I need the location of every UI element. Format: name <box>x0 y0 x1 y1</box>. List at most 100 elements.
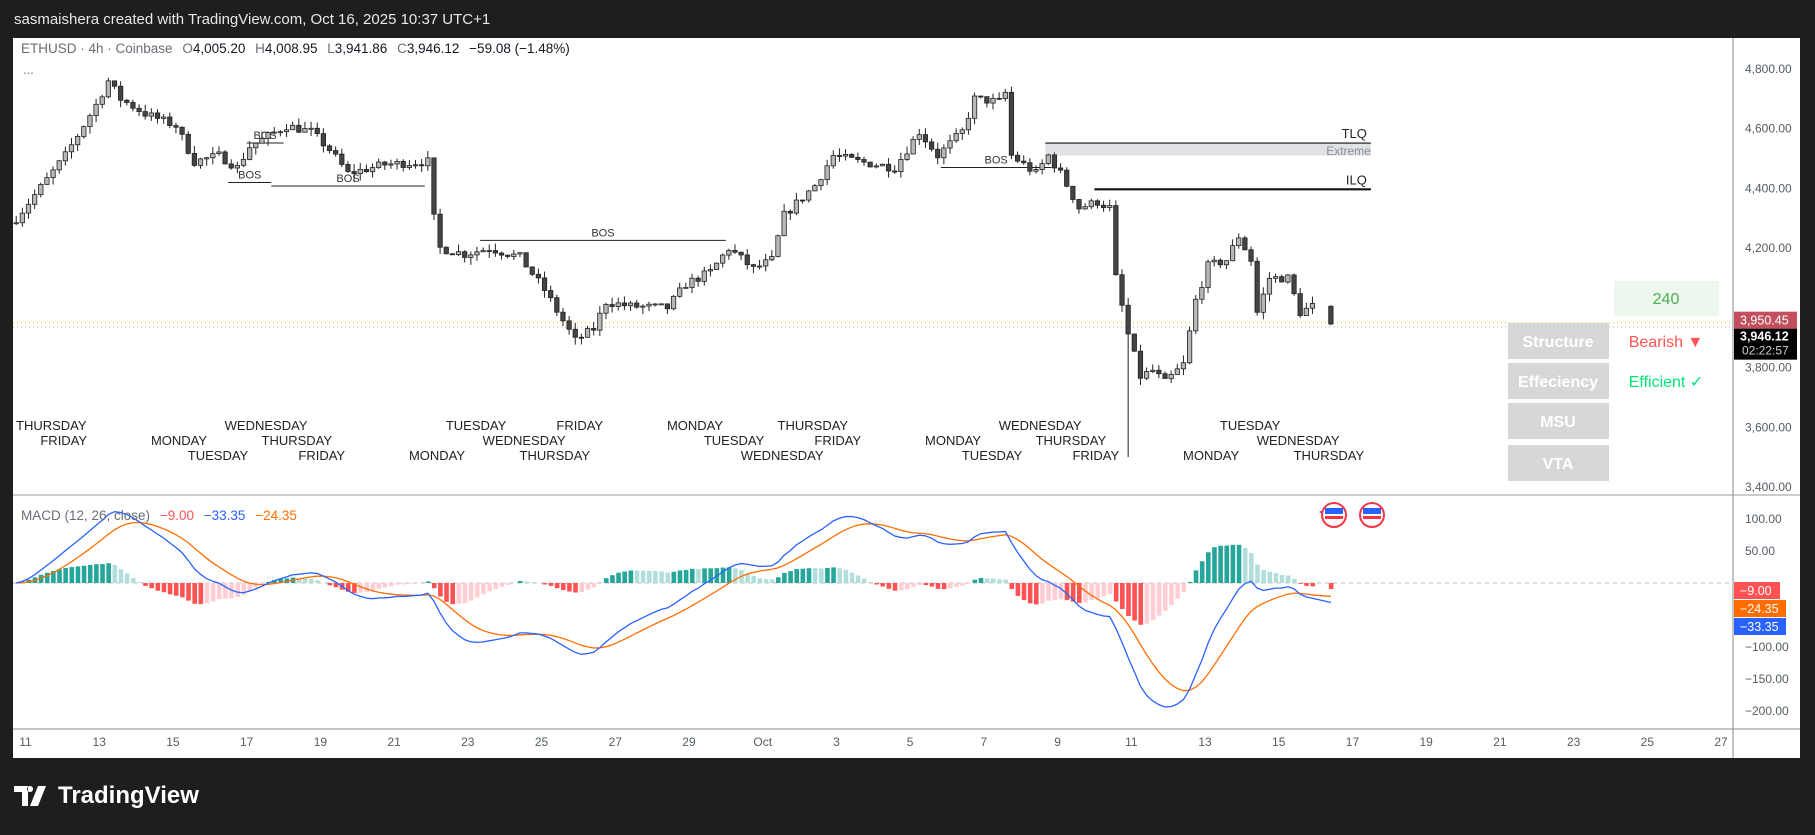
macd-histogram-bar <box>333 583 339 588</box>
candle-body <box>732 249 738 253</box>
candle-body <box>664 303 671 310</box>
timeframe-cell <box>1614 281 1719 316</box>
macd-histogram-bar <box>315 580 320 583</box>
candle-body <box>892 170 898 173</box>
candle-body <box>1057 167 1064 171</box>
candle-body <box>308 127 314 130</box>
candle-body <box>161 116 167 119</box>
weekday-label: MONDAY <box>667 418 723 433</box>
candle-body <box>1162 373 1168 379</box>
weekday-label: FRIDAY <box>298 448 345 463</box>
macd-histogram-bar <box>69 567 75 583</box>
macd-line-tag <box>1734 618 1786 635</box>
weekday-label: WEDNESDAY <box>225 418 308 433</box>
candle-body <box>1070 185 1076 200</box>
macd-histogram-bar <box>118 569 124 583</box>
candle-body <box>290 124 296 131</box>
candle-body <box>1272 276 1279 279</box>
candle-body <box>1143 371 1150 379</box>
time-axis-label: Oct <box>753 735 772 749</box>
macd-hist-tag <box>1734 582 1780 599</box>
candle-body <box>1236 237 1242 247</box>
candle-body <box>787 210 793 214</box>
candle-body <box>554 297 560 313</box>
macd-histogram-bar <box>763 579 769 583</box>
candle-body <box>357 168 363 175</box>
time-axis-label: 11 <box>1125 735 1138 749</box>
candle-body <box>978 95 984 98</box>
candle-body <box>1088 200 1094 208</box>
macd-legend[interactable]: MACD (12, 26, close) −9.00 −33.35 −24.35 <box>21 508 297 523</box>
candle-body <box>1291 274 1297 295</box>
bos-label: BOS <box>336 173 359 185</box>
candle-body <box>652 303 658 306</box>
macd-histogram-bar <box>1224 545 1230 583</box>
tradingview-logo[interactable]: TradingView <box>14 782 199 810</box>
us-flag-event-icon[interactable] <box>1359 502 1385 528</box>
high-value: 4,008.95 <box>265 41 318 56</box>
candle-body <box>1174 368 1180 375</box>
macd-histogram-bar <box>1150 583 1156 621</box>
macd-line-value: −33.35 <box>204 508 246 523</box>
candle-body <box>640 305 646 308</box>
time-axis-label: 15 <box>1272 735 1286 749</box>
macd-histogram-bar <box>124 573 130 583</box>
candle-body <box>756 265 763 268</box>
table-label: MSU <box>1540 414 1576 431</box>
macd-histogram-bar <box>1089 583 1094 601</box>
macd-histogram-bar <box>671 571 677 583</box>
candle-body <box>62 151 68 162</box>
candle-body <box>425 157 431 167</box>
candle-body <box>431 157 437 215</box>
macd-histogram-bar <box>997 579 1002 583</box>
time-axis-label: 21 <box>387 735 401 749</box>
macd-histogram-bar <box>1175 583 1180 599</box>
macd-axis-label: −100.00 <box>1745 640 1789 654</box>
time-axis-label: 23 <box>1567 735 1581 749</box>
macd-histogram-bar <box>517 580 523 583</box>
timeframe-value: 240 <box>1653 291 1680 308</box>
us-flag-event-icon[interactable] <box>1321 502 1347 528</box>
candle-body <box>443 246 449 255</box>
macd-histogram-bar <box>991 578 996 583</box>
macd-histogram-bar <box>1058 583 1064 600</box>
candle-body <box>904 153 910 160</box>
candle-body <box>701 270 707 282</box>
candle-body <box>136 107 142 112</box>
macd-hist-value: −9.00 <box>160 508 194 523</box>
more-options-button[interactable]: ... <box>23 62 34 77</box>
weekday-label: TUESDAY <box>188 448 249 463</box>
candle-body <box>486 250 492 252</box>
macd-histogram-bar <box>1120 583 1125 610</box>
weekday-label: THURSDAY <box>1294 448 1365 463</box>
candle-body <box>1051 154 1058 169</box>
economic-events[interactable] <box>1319 502 1385 528</box>
macd-histogram-bar <box>302 578 308 583</box>
candle-body <box>517 252 523 255</box>
attribution-bar: sasmaishera created with TradingView.com… <box>0 0 1815 38</box>
candle-body <box>1186 330 1193 364</box>
candle-body <box>191 152 197 166</box>
candle-body <box>1027 162 1033 172</box>
candle-body <box>511 253 517 257</box>
time-axis-label: 25 <box>535 735 549 749</box>
chart-panel[interactable]: BOS BOS BOS BOS BOS Extreme TLQ ILQ THURSDAY FRI… <box>13 38 1800 758</box>
macd-line <box>16 510 1332 708</box>
macd-histogram-bar <box>567 583 572 592</box>
candle-body <box>68 144 75 153</box>
macd-histogram-bar <box>800 568 806 583</box>
macd-histogram-bar <box>284 578 290 583</box>
macd-signal-tag <box>1734 600 1786 617</box>
macd-histogram-bar <box>51 570 56 583</box>
macd-histogram-bar <box>911 583 916 587</box>
bos-label: BOS <box>253 130 276 142</box>
candle-body <box>505 254 511 257</box>
macd-histogram-bar <box>524 581 529 583</box>
candle-body <box>922 134 929 143</box>
candle-body <box>523 252 529 268</box>
macd-histogram-bar <box>898 583 904 591</box>
macd-histogram-bar <box>186 583 191 601</box>
macd-histogram-bar <box>665 572 671 583</box>
symbol-legend[interactable]: ETHUSD · 4h · Coinbase O4,005.20 H4,008.… <box>21 41 570 56</box>
